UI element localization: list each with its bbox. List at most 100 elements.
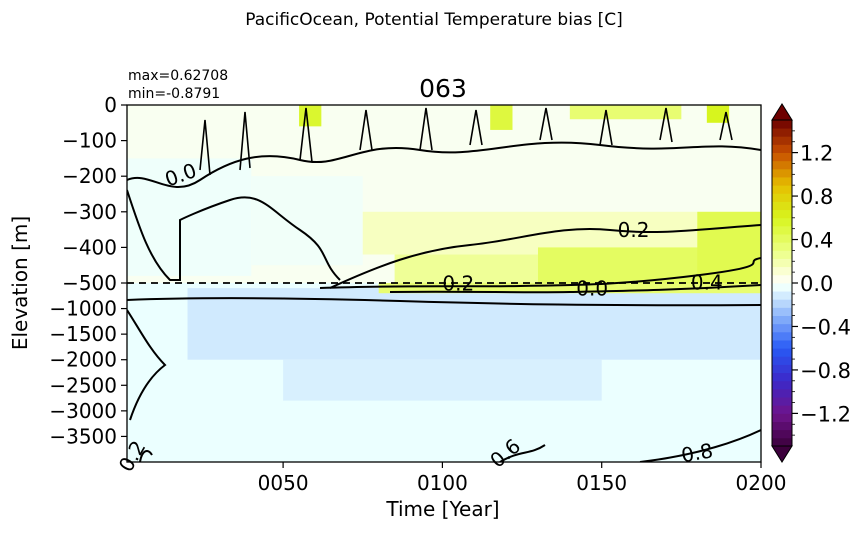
colorbar-segment (772, 234, 792, 243)
heatmap-cell (706, 105, 730, 123)
colorbar-segment (772, 388, 792, 398)
max-stat: max=0.62708 (128, 68, 228, 84)
y-tick-label: −3500 (49, 424, 117, 448)
contour-line (389, 284, 761, 294)
heatmap-cells (127, 105, 761, 462)
colorbar-segment (772, 225, 792, 235)
plot-area: 0.00.20.2 0.40.00.2 0.6 0.8 (114, 104, 762, 476)
colorbar-tick-label: 0.0 (800, 272, 833, 296)
x-axis-label: Time [Year] (385, 497, 499, 521)
colorbar-segment (772, 209, 792, 219)
colorbar-segment (772, 217, 792, 227)
chart-title: 063 (419, 74, 467, 103)
heatmap-cell (569, 105, 682, 120)
colorbar-segment (772, 120, 792, 129)
colorbar-segment (772, 177, 792, 186)
contour-line (319, 257, 761, 289)
heatmap-cell (127, 158, 252, 276)
colorbar-segment (772, 405, 792, 414)
colorbar-segment (772, 168, 792, 178)
contour-line (127, 189, 341, 281)
heatmap-cell (299, 105, 322, 127)
colorbar-segment (772, 380, 792, 390)
contour-label: 0.2 (442, 272, 474, 296)
heatmap-cell (251, 176, 363, 266)
contour-lines (127, 107, 761, 462)
colorbar-segment (772, 429, 792, 439)
colorbar-segment (772, 266, 792, 276)
x-tick-label: 0100 (417, 471, 468, 495)
colorbar-segment (772, 250, 792, 259)
y-axis-label: Elevation [m] (8, 216, 32, 350)
y-tick-label: −200 (62, 164, 117, 188)
colorbar-tick-label: −1.2 (800, 402, 851, 426)
colorbar-segment (772, 315, 792, 325)
colorbar-segment (772, 274, 792, 284)
colorbar-tick-label: −0.4 (800, 315, 851, 339)
colorbar-segment (772, 193, 792, 202)
figure-suptitle: PacificOcean, Potential Temperature bias… (245, 10, 623, 30)
contour-label: 0.4 (691, 271, 723, 295)
colorbar-segment (772, 413, 792, 422)
colorbar-segment (772, 356, 792, 365)
colorbar-segment (772, 258, 792, 268)
contour-label: 0.0 (576, 277, 608, 301)
colorbar-segment (772, 152, 792, 162)
colorbar-tick-label: 0.4 (800, 229, 833, 253)
colorbar-segment (772, 144, 792, 153)
colorbar-segment (772, 340, 792, 349)
x-tick-label: 0050 (258, 471, 309, 495)
contour-line (199, 107, 733, 176)
y-tick-label: −2000 (49, 348, 117, 372)
x-tick-label: 0200 (736, 471, 787, 495)
colorbar-segment (772, 364, 792, 374)
y-tick-label: −1000 (49, 297, 117, 321)
contour-label: 0.2 (618, 218, 650, 242)
colorbar-segment (772, 136, 792, 145)
contour-line (127, 309, 167, 421)
colorbar-segment (772, 331, 792, 341)
contour-line (499, 429, 761, 462)
x-tick-label: 0150 (576, 471, 627, 495)
y-tick-label: 0 (104, 93, 117, 117)
colorbar-segment (772, 397, 792, 406)
colorbar-tick-label: 0.8 (800, 185, 833, 209)
y-axis: 0 −100 −200 −300 −400 −500−1000−1500−2000−250… (49, 93, 127, 448)
colorbar: −1.2 −0.8 −0.4 0.0 0.4 0.8 1.2 (771, 103, 851, 463)
colorbar-segment (772, 437, 792, 447)
colorbar-segment (772, 421, 792, 431)
colorbar-segment (772, 372, 792, 382)
contour-line (329, 224, 761, 289)
heatmap-cell (187, 288, 761, 360)
y-tick-label: −300 (62, 200, 117, 224)
y-tick-label: −2500 (49, 373, 117, 397)
colorbar-extend-bottom (771, 445, 793, 463)
heatmap-cell (490, 105, 513, 130)
contour-line (127, 141, 761, 188)
contour-label: 0.8 (679, 438, 714, 467)
colorbar-tick-label: 1.2 (800, 142, 833, 166)
colorbar-segment (772, 160, 792, 170)
y-tick-label: −1500 (49, 322, 117, 346)
y-tick-label: −400 (62, 235, 117, 259)
contour-line (127, 297, 761, 307)
y-tick-label: −100 (62, 129, 117, 153)
y-tick-label: −500 (62, 271, 117, 295)
colorbar-segment (772, 242, 792, 251)
colorbar-tick-label: −0.8 (800, 359, 851, 383)
colorbar-segment (772, 307, 792, 316)
colorbar-segment (772, 128, 792, 137)
colorbar-segment (772, 185, 792, 194)
heatmap-cell (378, 283, 761, 294)
heatmap-cell (283, 359, 602, 401)
colorbar-segment (772, 348, 792, 357)
colorbar-segment (772, 299, 792, 308)
colorbar-segment (772, 283, 792, 292)
contour-line (139, 450, 153, 462)
min-stat: min=-0.8791 (128, 86, 220, 102)
colorbar-segment (772, 201, 792, 211)
colorbar-extend-top (771, 103, 793, 121)
x-axis: 0050 0100 0150 0200 (258, 462, 787, 495)
y-tick-label: −3000 (49, 399, 117, 423)
